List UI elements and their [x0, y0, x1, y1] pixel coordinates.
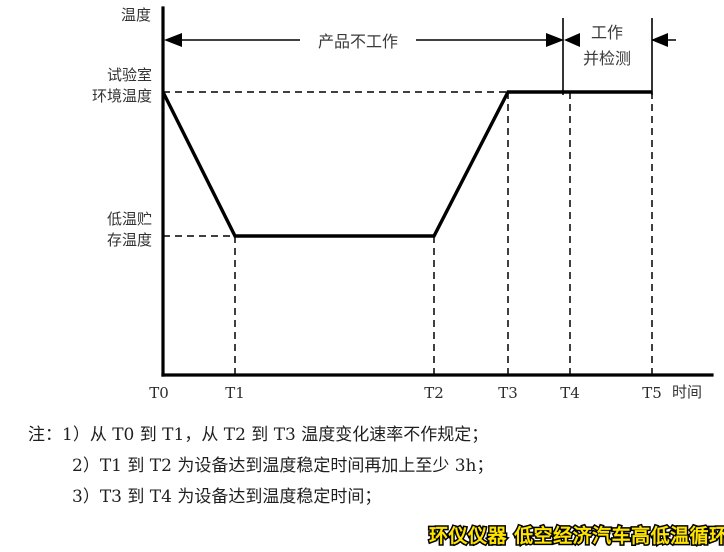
x-tick-t5: T5	[642, 384, 662, 402]
x-tick-t2: T2	[424, 384, 444, 402]
ambient-temp-label-line1: 试验室	[107, 66, 152, 84]
temperature-curve	[161, 90, 652, 238]
x-axis-title: 时间	[672, 383, 702, 401]
y-axis-title: 温度	[121, 6, 151, 24]
work-span-label-line1: 工作	[591, 23, 623, 42]
low-storage-temp-label-line1: 低温贮	[107, 210, 152, 228]
note-line-3: 3）T3 到 T4 为设备达到温度稳定时间；	[28, 482, 718, 513]
watermark-text: 环仪仪器 低空经济汽车高低温循环箱	[427, 524, 724, 549]
x-tick-t0: T0	[149, 384, 169, 402]
note-item-3: 3）T3 到 T4 为设备达到温度稳定时间；	[72, 487, 382, 507]
no-operation-left-arrow-icon	[164, 33, 182, 47]
note-line-1: 注：1）从 T0 到 T1，从 T2 到 T3 温度变化速率不作规定；	[28, 420, 718, 451]
notes-block: 注：1）从 T0 到 T1，从 T2 到 T3 温度变化速率不作规定； 2）T1…	[28, 420, 718, 513]
work-span-right-arrow-icon	[651, 33, 668, 47]
note-item-2: 2）T1 到 T2 为设备达到温度稳定时间再加上至少 3h；	[72, 456, 494, 476]
work-span-left-arrow-icon	[564, 33, 580, 47]
no-operation-label-backing	[300, 26, 416, 54]
no-operation-right-arrow-icon	[546, 33, 564, 47]
ambient-temp-label-line2: 环境温度	[92, 87, 152, 105]
note-line-2: 2）T1 到 T2 为设备达到温度稳定时间再加上至少 3h；	[28, 451, 718, 482]
work-span-label-line2: 并检测	[583, 49, 631, 68]
x-tick-t1: T1	[225, 384, 245, 402]
note-item-1: 1）从 T0 到 T1，从 T2 到 T3 温度变化速率不作规定；	[62, 425, 489, 445]
x-tick-t4: T4	[560, 384, 580, 402]
low-storage-temp-label-line2: 存温度	[107, 231, 152, 249]
x-tick-t3: T3	[498, 384, 518, 402]
no-operation-span-label: 产品不工作	[318, 32, 398, 51]
notes-prefix: 注：	[28, 425, 62, 445]
